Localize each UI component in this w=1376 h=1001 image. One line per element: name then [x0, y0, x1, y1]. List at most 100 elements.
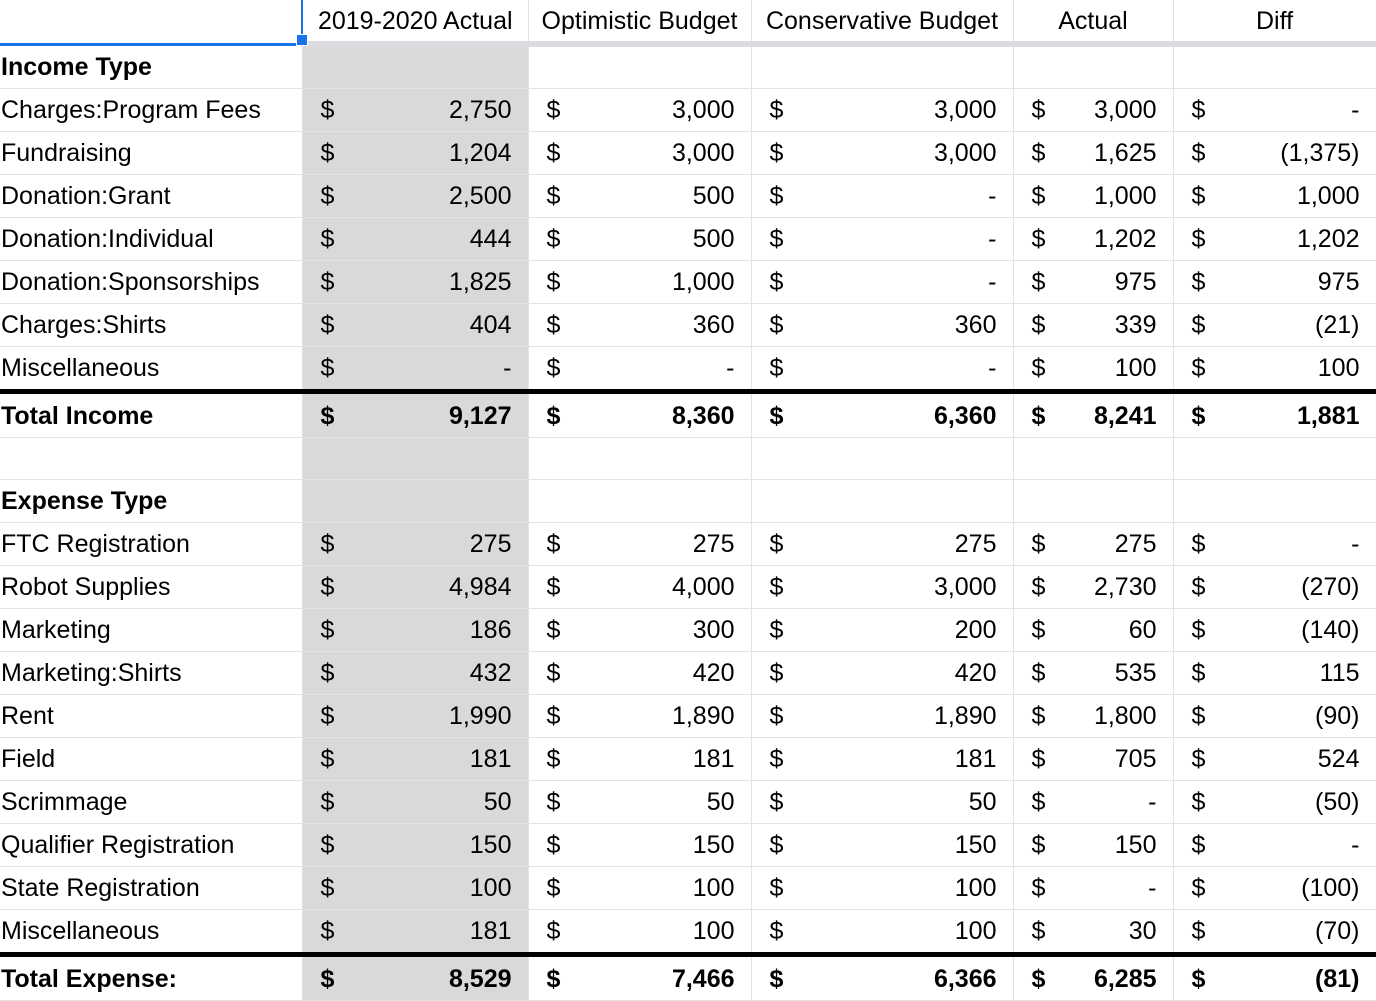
- empty-cell[interactable]: [1173, 44, 1376, 89]
- row-label[interactable]: Miscellaneous: [0, 909, 303, 955]
- value-cell[interactable]: $535: [1013, 651, 1174, 695]
- value-cell[interactable]: $8,529: [302, 951, 529, 1001]
- value-cell[interactable]: $ -: [1173, 823, 1376, 867]
- value-cell[interactable]: $100: [751, 909, 1014, 955]
- value-cell[interactable]: $3,000: [751, 131, 1014, 175]
- value-cell[interactable]: $ (21): [1173, 303, 1376, 347]
- value-cell[interactable]: $975: [1013, 260, 1174, 304]
- value-cell[interactable]: $4,984: [302, 565, 529, 609]
- column-header-2[interactable]: Optimistic Budget: [528, 0, 752, 47]
- value-cell[interactable]: $1,890: [528, 694, 752, 738]
- value-cell[interactable]: $181: [751, 737, 1014, 781]
- value-cell[interactable]: $100: [1173, 346, 1376, 392]
- row-label[interactable]: Donation:Sponsorships: [0, 260, 303, 304]
- column-header-5[interactable]: Diff: [1173, 0, 1376, 47]
- empty-cell[interactable]: [302, 479, 529, 523]
- value-cell[interactable]: $275: [302, 522, 529, 566]
- row-label[interactable]: Field: [0, 737, 303, 781]
- value-cell[interactable]: $2,750: [302, 88, 529, 132]
- value-cell[interactable]: $ -: [1173, 522, 1376, 566]
- empty-cell[interactable]: [1173, 437, 1376, 480]
- value-cell[interactable]: $150: [528, 823, 752, 867]
- value-cell[interactable]: $3,000: [1013, 88, 1174, 132]
- value-cell[interactable]: $ (70): [1173, 909, 1376, 955]
- value-cell[interactable]: $ (1,375): [1173, 131, 1376, 175]
- value-cell[interactable]: $181: [302, 737, 529, 781]
- value-cell[interactable]: $975: [1173, 260, 1376, 304]
- empty-cell[interactable]: [0, 437, 303, 480]
- empty-cell[interactable]: [528, 44, 752, 89]
- value-cell[interactable]: $6,285: [1013, 951, 1174, 1001]
- value-cell[interactable]: $705: [1013, 737, 1174, 781]
- value-cell[interactable]: $2,500: [302, 174, 529, 218]
- value-cell[interactable]: $1,000: [1173, 174, 1376, 218]
- value-cell[interactable]: $7,466: [528, 951, 752, 1001]
- value-cell[interactable]: $100: [302, 866, 529, 910]
- column-header-4[interactable]: Actual: [1013, 0, 1174, 47]
- column-header-1[interactable]: 2019-2020 Actual: [301, 0, 529, 47]
- value-cell[interactable]: $420: [751, 651, 1014, 695]
- value-cell[interactable]: $ (100): [1173, 866, 1376, 910]
- value-cell[interactable]: $404: [302, 303, 529, 347]
- value-cell[interactable]: $ (50): [1173, 780, 1376, 824]
- section-label[interactable]: Expense Type: [0, 479, 303, 523]
- value-cell[interactable]: $ -: [751, 260, 1014, 304]
- value-cell[interactable]: $339: [1013, 303, 1174, 347]
- value-cell[interactable]: $500: [528, 217, 752, 261]
- row-label[interactable]: Marketing:Shirts: [0, 651, 303, 695]
- value-cell[interactable]: $1,825: [302, 260, 529, 304]
- section-label[interactable]: Income Type: [0, 44, 303, 89]
- value-cell[interactable]: $30: [1013, 909, 1174, 955]
- total-label[interactable]: Total Income: [0, 388, 303, 438]
- value-cell[interactable]: $181: [302, 909, 529, 955]
- total-label[interactable]: Total Expense:: [0, 951, 303, 1001]
- value-cell[interactable]: $150: [751, 823, 1014, 867]
- value-cell[interactable]: $50: [751, 780, 1014, 824]
- row-label[interactable]: Robot Supplies: [0, 565, 303, 609]
- row-label[interactable]: Marketing: [0, 608, 303, 652]
- selected-corner-cell[interactable]: [0, 0, 303, 46]
- value-cell[interactable]: $3,000: [528, 88, 752, 132]
- value-cell[interactable]: $1,000: [1013, 174, 1174, 218]
- value-cell[interactable]: $60: [1013, 608, 1174, 652]
- value-cell[interactable]: $ -: [302, 346, 529, 392]
- value-cell[interactable]: $300: [528, 608, 752, 652]
- empty-cell[interactable]: [751, 44, 1014, 89]
- value-cell[interactable]: $150: [1013, 823, 1174, 867]
- value-cell[interactable]: $444: [302, 217, 529, 261]
- value-cell[interactable]: $200: [751, 608, 1014, 652]
- value-cell[interactable]: $8,241: [1013, 388, 1174, 438]
- value-cell[interactable]: $3,000: [528, 131, 752, 175]
- selection-fill-handle[interactable]: [296, 34, 308, 46]
- value-cell[interactable]: $1,890: [751, 694, 1014, 738]
- value-cell[interactable]: $275: [751, 522, 1014, 566]
- empty-cell[interactable]: [302, 44, 529, 89]
- value-cell[interactable]: $432: [302, 651, 529, 695]
- value-cell[interactable]: $ -: [751, 217, 1014, 261]
- row-label[interactable]: FTC Registration: [0, 522, 303, 566]
- value-cell[interactable]: $100: [528, 909, 752, 955]
- row-label[interactable]: Rent: [0, 694, 303, 738]
- value-cell[interactable]: $9,127: [302, 388, 529, 438]
- value-cell[interactable]: $6,360: [751, 388, 1014, 438]
- value-cell[interactable]: $50: [528, 780, 752, 824]
- value-cell[interactable]: $100: [528, 866, 752, 910]
- value-cell[interactable]: $ -: [751, 174, 1014, 218]
- value-cell[interactable]: $ -: [1013, 780, 1174, 824]
- empty-cell[interactable]: [1013, 437, 1174, 480]
- value-cell[interactable]: $ (90): [1173, 694, 1376, 738]
- row-label[interactable]: Donation:Grant: [0, 174, 303, 218]
- row-label[interactable]: Charges:Program Fees: [0, 88, 303, 132]
- value-cell[interactable]: $ -: [1013, 866, 1174, 910]
- value-cell[interactable]: $100: [751, 866, 1014, 910]
- value-cell[interactable]: $1,800: [1013, 694, 1174, 738]
- column-header-3[interactable]: Conservative Budget: [751, 0, 1014, 47]
- value-cell[interactable]: $6,366: [751, 951, 1014, 1001]
- value-cell[interactable]: $275: [1013, 522, 1174, 566]
- empty-cell[interactable]: [528, 437, 752, 480]
- value-cell[interactable]: $275: [528, 522, 752, 566]
- row-label[interactable]: Charges:Shirts: [0, 303, 303, 347]
- value-cell[interactable]: $500: [528, 174, 752, 218]
- value-cell[interactable]: $ -: [751, 346, 1014, 392]
- value-cell[interactable]: $420: [528, 651, 752, 695]
